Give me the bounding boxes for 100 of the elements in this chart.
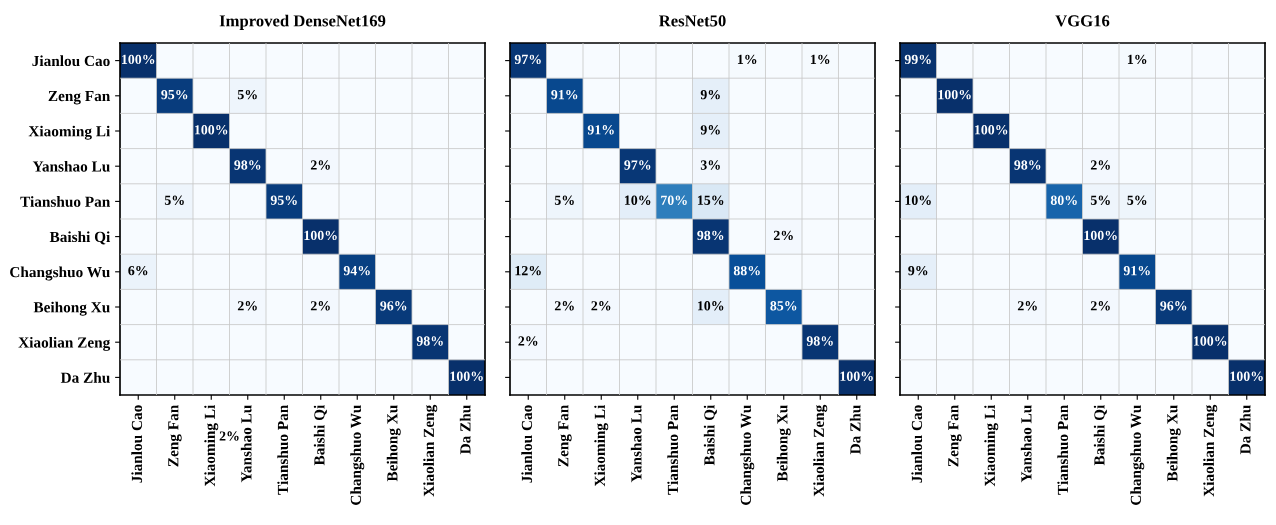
x-tick-label: Da Zhu xyxy=(459,405,471,455)
data-label: 2% xyxy=(237,301,257,311)
data-label: 5% xyxy=(1090,195,1110,205)
data-label: 96% xyxy=(380,301,407,311)
x-tick-label: Changshuo Wu xyxy=(350,405,365,505)
x-tick-label: Tianshuo Pan xyxy=(277,404,289,495)
data-label: 98% xyxy=(806,336,833,346)
data-label: 85% xyxy=(770,301,797,311)
data-label: 1% xyxy=(737,54,757,65)
data-label: 10% xyxy=(905,195,931,205)
data-label: 96% xyxy=(1160,301,1187,311)
data-label: 100% xyxy=(1194,336,1227,346)
y-tick-label: Zeng Fan xyxy=(48,91,111,105)
data-label: 2% xyxy=(1090,301,1110,311)
data-label: 98% xyxy=(234,160,261,170)
data-label: 3% xyxy=(700,160,720,170)
data-label: 100% xyxy=(1230,371,1263,381)
x-tick-label: Baishi Qi xyxy=(1093,404,1107,466)
data-label: 99% xyxy=(904,54,931,65)
y-tick-label: Baishi Qi xyxy=(49,231,111,245)
chart-title: VGG16 xyxy=(1055,15,1110,27)
x-tick-label: Changshuo Wu xyxy=(1130,405,1145,505)
x-tick-label: Beihong Xu xyxy=(776,405,791,482)
y-tick-label: Xiaolian Zeng xyxy=(18,336,111,351)
data-label: 95% xyxy=(161,89,188,100)
data-label: 95% xyxy=(270,195,297,205)
data-label: 9% xyxy=(700,125,720,135)
x-tick-label: Da Zhu xyxy=(849,405,861,455)
x-tick-label: Da Zhu xyxy=(1239,405,1251,455)
data-label: 97% xyxy=(514,54,541,65)
x-tick-label: Tianshuo Pan xyxy=(1057,404,1069,495)
data-label: 2% xyxy=(1090,160,1110,170)
x-tick-label: Tianshuo Pan xyxy=(667,404,679,495)
y-tick-label: Beihong Xu xyxy=(33,301,110,316)
text: 2% xyxy=(219,431,239,441)
data-label: 2% xyxy=(554,301,574,311)
data-label: 91% xyxy=(551,89,578,100)
data-label: 100% xyxy=(122,54,155,65)
data-label: 98% xyxy=(416,336,443,346)
data-label: 91% xyxy=(1123,265,1150,276)
x-tick-label: Zeng Fan xyxy=(168,404,182,467)
data-label: 5% xyxy=(1127,195,1147,205)
x-tick-label: Beihong Xu xyxy=(1166,405,1181,482)
data-label: 100% xyxy=(938,89,971,100)
x-tick-label: Yanshao Lu xyxy=(240,405,252,483)
data-label: 91% xyxy=(587,125,614,135)
x-tick-label: Xiaolian Zeng xyxy=(423,404,438,497)
x-tick-label: Jianlou Cao xyxy=(911,405,923,483)
data-label: 10% xyxy=(624,195,651,205)
data-label: 100% xyxy=(840,371,873,381)
data-label: 9% xyxy=(908,265,928,276)
data-label: 98% xyxy=(1014,160,1041,170)
x-tick-label: Yanshao Lu xyxy=(630,405,642,483)
data-label: 97% xyxy=(624,160,651,170)
y-tick-label: Da Zhu xyxy=(60,372,110,383)
data-label: 2% xyxy=(1017,301,1037,311)
data-label: 12% xyxy=(515,265,541,276)
data-label: 6% xyxy=(128,265,148,276)
x-tick-label: Xiaoming Li xyxy=(204,404,219,487)
x-tick-label: Baishi Qi xyxy=(313,404,327,466)
data-label: 94% xyxy=(343,265,370,276)
x-tick-label: Beihong Xu xyxy=(386,405,401,482)
data-label: 9% xyxy=(700,89,720,100)
data-label: 2% xyxy=(310,160,330,170)
x-tick-label: Jianlou Cao xyxy=(521,405,533,483)
data-label: 70% xyxy=(661,195,687,205)
y-tick-label: Changshuo Wu xyxy=(10,266,110,281)
data-label: 88% xyxy=(733,265,760,276)
x-tick-label: Xiaolian Zeng xyxy=(1203,404,1218,497)
y-tick-label: Jianlou Cao xyxy=(32,55,110,67)
y-tick-label: Yanshao Lu xyxy=(32,160,110,172)
data-label: 2% xyxy=(310,301,330,311)
data-label: 15% xyxy=(697,195,724,205)
y-tick-label: Xiaoming Li xyxy=(28,125,111,140)
data-label: 2% xyxy=(518,336,538,346)
data-label: 98% xyxy=(697,230,724,241)
data-label: 10% xyxy=(697,301,724,311)
x-tick-label: Baishi Qi xyxy=(703,404,717,466)
data-label: 1% xyxy=(1127,54,1147,65)
data-label: 5% xyxy=(237,89,257,100)
data-label: 80% xyxy=(1050,195,1077,205)
data-label: 5% xyxy=(164,195,184,205)
data-label: 100% xyxy=(1084,230,1117,241)
data-label: 100% xyxy=(304,230,337,241)
chart-title: Improved DenseNet169 xyxy=(219,14,386,30)
data-label: 1% xyxy=(810,54,830,65)
x-tick-label: Xiaolian Zeng xyxy=(813,404,828,497)
x-tick-label: Zeng Fan xyxy=(948,404,962,467)
data-label: 2% xyxy=(591,301,611,311)
data-label: 100% xyxy=(975,125,1008,135)
x-tick-label: Xiaoming Li xyxy=(984,404,999,487)
chart-title: ResNet50 xyxy=(659,15,726,27)
x-tick-label: Yanshao Lu xyxy=(1020,405,1032,483)
y-tick-label: Tianshuo Pan xyxy=(20,196,111,207)
x-tick-label: Changshuo Wu xyxy=(740,405,755,505)
data-label: 100% xyxy=(450,371,483,381)
x-tick-label: Zeng Fan xyxy=(558,404,572,467)
data-label: 5% xyxy=(554,195,574,205)
data-label: 2% xyxy=(773,230,793,241)
x-tick-label: Xiaoming Li xyxy=(594,404,609,487)
